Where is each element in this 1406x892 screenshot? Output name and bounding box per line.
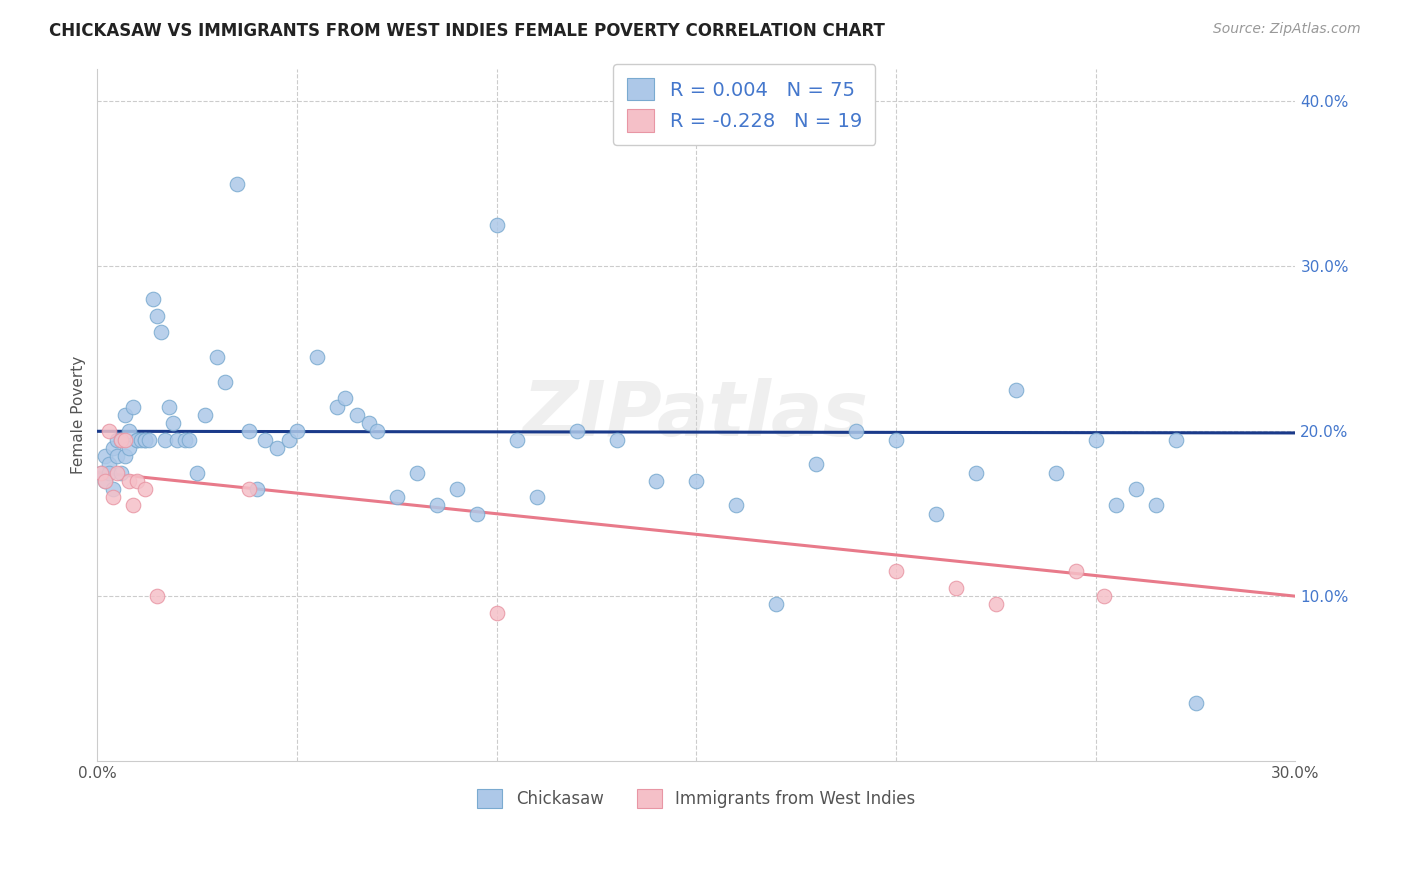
- Point: [806, 457, 828, 471]
- Point: [765, 598, 787, 612]
- Point: [725, 499, 748, 513]
- Point: [357, 416, 380, 430]
- Point: [965, 466, 987, 480]
- Point: [110, 433, 132, 447]
- Point: [98, 466, 121, 480]
- Text: Source: ZipAtlas.com: Source: ZipAtlas.com: [1213, 22, 1361, 37]
- Point: [505, 433, 527, 447]
- Point: [984, 598, 1007, 612]
- Point: [446, 482, 468, 496]
- Point: [90, 466, 112, 480]
- Point: [465, 507, 488, 521]
- Point: [426, 499, 449, 513]
- Point: [122, 499, 145, 513]
- Point: [606, 433, 628, 447]
- Point: [118, 441, 141, 455]
- Point: [485, 606, 508, 620]
- Point: [103, 490, 125, 504]
- Point: [157, 400, 180, 414]
- Point: [214, 375, 236, 389]
- Point: [150, 326, 173, 340]
- Point: [103, 482, 125, 496]
- Point: [326, 400, 349, 414]
- Point: [134, 433, 156, 447]
- Point: [94, 474, 117, 488]
- Point: [129, 433, 152, 447]
- Point: [114, 433, 136, 447]
- Point: [103, 441, 125, 455]
- Point: [1105, 499, 1128, 513]
- Point: [925, 507, 948, 521]
- Point: [162, 416, 184, 430]
- Point: [179, 433, 201, 447]
- Point: [266, 441, 288, 455]
- Point: [94, 474, 117, 488]
- Point: [254, 433, 277, 447]
- Point: [1084, 433, 1107, 447]
- Point: [366, 425, 388, 439]
- Point: [333, 392, 356, 406]
- Point: [305, 350, 328, 364]
- Point: [98, 425, 121, 439]
- Point: [174, 433, 197, 447]
- Point: [1125, 482, 1147, 496]
- Point: [945, 581, 967, 595]
- Point: [1005, 383, 1028, 397]
- Point: [94, 449, 117, 463]
- Point: [138, 433, 160, 447]
- Point: [346, 408, 368, 422]
- Point: [114, 449, 136, 463]
- Point: [246, 482, 269, 496]
- Point: [884, 433, 907, 447]
- Point: [238, 425, 260, 439]
- Point: [485, 218, 508, 232]
- Point: [122, 400, 145, 414]
- Point: [127, 474, 149, 488]
- Point: [884, 565, 907, 579]
- Point: [1164, 433, 1187, 447]
- Point: [90, 466, 112, 480]
- Point: [110, 433, 132, 447]
- Point: [405, 466, 427, 480]
- Y-axis label: Female Poverty: Female Poverty: [72, 356, 86, 474]
- Point: [105, 466, 128, 480]
- Point: [155, 433, 177, 447]
- Point: [134, 482, 156, 496]
- Text: ZIPatlas: ZIPatlas: [523, 378, 869, 452]
- Point: [278, 433, 301, 447]
- Point: [285, 425, 308, 439]
- Point: [1184, 697, 1206, 711]
- Point: [118, 425, 141, 439]
- Point: [118, 474, 141, 488]
- Point: [645, 474, 668, 488]
- Point: [127, 433, 149, 447]
- Text: CHICKASAW VS IMMIGRANTS FROM WEST INDIES FEMALE POVERTY CORRELATION CHART: CHICKASAW VS IMMIGRANTS FROM WEST INDIES…: [49, 22, 886, 40]
- Point: [142, 293, 165, 307]
- Point: [105, 449, 128, 463]
- Point: [1092, 589, 1115, 603]
- Point: [385, 490, 408, 504]
- Point: [105, 433, 128, 447]
- Point: [1045, 466, 1067, 480]
- Point: [194, 408, 217, 422]
- Point: [166, 433, 188, 447]
- Point: [146, 309, 169, 323]
- Point: [146, 589, 169, 603]
- Point: [565, 425, 588, 439]
- Point: [114, 408, 136, 422]
- Point: [526, 490, 548, 504]
- Point: [134, 433, 156, 447]
- Point: [1064, 565, 1087, 579]
- Point: [685, 474, 707, 488]
- Legend: Chickasaw, Immigrants from West Indies: Chickasaw, Immigrants from West Indies: [471, 782, 922, 815]
- Point: [205, 350, 228, 364]
- Point: [238, 482, 260, 496]
- Point: [127, 433, 149, 447]
- Point: [186, 466, 208, 480]
- Point: [226, 177, 249, 191]
- Point: [110, 466, 132, 480]
- Point: [98, 457, 121, 471]
- Point: [845, 425, 868, 439]
- Point: [1144, 499, 1167, 513]
